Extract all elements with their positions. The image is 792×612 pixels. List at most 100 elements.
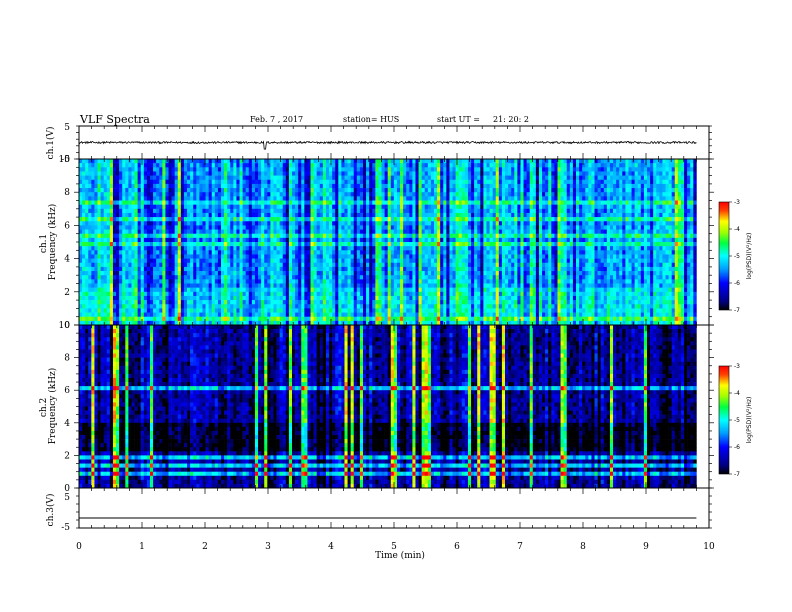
spectrogram-cell [430, 175, 435, 181]
spectrogram-cell [79, 167, 83, 172]
spectrogram-cell [205, 254, 209, 259]
spectrogram-cell [288, 300, 293, 305]
spectrogram-cell [97, 204, 101, 210]
spectrogram-cell [125, 275, 129, 280]
spectrogram-cell [437, 242, 441, 247]
spectrogram-cell [79, 179, 83, 185]
spectrogram-cell [285, 254, 290, 259]
spectrogram-cell [227, 204, 231, 210]
spectrogram-cell [140, 271, 145, 276]
spectrogram-cell [217, 300, 222, 305]
spectrogram-cell [171, 258, 175, 264]
spectrogram-cell [347, 179, 351, 185]
spectrogram-cell [387, 304, 392, 309]
spectrogram-cell [449, 175, 453, 181]
spectrogram-cell [230, 188, 234, 193]
spectrogram-cell [248, 295, 253, 301]
spectrogram-cell [387, 266, 392, 272]
spectrogram-cell [322, 304, 327, 309]
spectrogram-cell [304, 233, 308, 239]
spectrogram-cell [227, 233, 231, 239]
spectrogram-cell [409, 229, 413, 234]
spectrogram-cell [415, 192, 419, 197]
spectrogram-cell [258, 295, 262, 301]
spectrogram-cell [171, 163, 175, 168]
spectrogram-cell [403, 200, 407, 205]
spectrogram-cell [375, 283, 379, 288]
spectrogram-cell [298, 254, 302, 259]
spectrogram-cell [248, 237, 253, 243]
spectrogram-cell [403, 266, 407, 272]
spectrogram-cell [285, 217, 290, 222]
spectrogram-cell [440, 196, 444, 201]
spectrogram-cell [248, 266, 253, 272]
spectrogram-cell [427, 221, 432, 226]
spectrogram-cell [310, 167, 314, 172]
spectrogram-cell [205, 271, 209, 276]
spectrogram-cell [100, 300, 104, 305]
spectrogram-cell [91, 237, 95, 243]
spectrogram-cell [239, 308, 243, 313]
spectrogram-cell [387, 254, 392, 259]
spectrogram-cell [335, 312, 339, 317]
spectrogram-cell [363, 266, 367, 272]
spectrogram-cell [322, 254, 327, 259]
spectrogram-cell [415, 233, 419, 239]
spectrogram-cell [434, 271, 438, 276]
spectrogram-cell [322, 175, 327, 181]
spectrogram-cell [372, 283, 376, 288]
spectrogram-cell [187, 312, 191, 317]
spectrogram-cell [363, 200, 367, 205]
spectrogram-cell [276, 287, 280, 293]
spectrogram-cell [279, 271, 284, 276]
spectrogram-cell [353, 304, 358, 309]
spectrogram-cell [245, 229, 250, 234]
spectrogram-cell [128, 237, 132, 243]
spectrogram-cell [88, 262, 92, 268]
spectrogram-cell [282, 287, 287, 293]
spectrogram-cell [282, 229, 287, 234]
spectrogram-cell [452, 163, 456, 168]
spectrogram-cell [406, 179, 410, 185]
spectrogram-cell [109, 283, 114, 288]
spectrogram-cell [347, 175, 351, 181]
spectrogram-cell [85, 312, 89, 317]
spectrogram-cell [109, 316, 114, 322]
spectrogram-cell [168, 258, 172, 264]
spectrogram-cell [137, 320, 142, 326]
spectrogram-cell [233, 163, 237, 168]
spectrogram-cell [116, 204, 120, 210]
spectrogram-cell [396, 171, 401, 176]
spectrogram-cell [418, 225, 422, 230]
spectrogram-cell [109, 204, 114, 210]
spectrogram-cell [446, 233, 450, 239]
spectrogram-cell [446, 221, 450, 226]
spectrogram-cell [427, 308, 432, 313]
spectrogram-cell [91, 312, 95, 317]
spectrogram-cell [196, 262, 200, 268]
spectrogram-cell [251, 316, 256, 322]
spectrogram-cell [406, 208, 410, 214]
spectrogram-cell [285, 233, 290, 239]
spectrogram-cell [211, 225, 216, 230]
spectrogram-cell [412, 312, 416, 317]
spectrogram-cell [122, 242, 126, 247]
spectrogram-cell [341, 262, 345, 268]
spectrogram-cell [366, 266, 370, 272]
spectrogram-cell [88, 254, 92, 259]
spectrogram-cell [128, 295, 132, 301]
spectrogram-cell [190, 312, 194, 317]
spectrogram-cell [116, 312, 120, 317]
spectrogram-cell [282, 316, 287, 322]
spectrogram-cell [304, 316, 308, 322]
spectrogram-cell [396, 159, 401, 164]
spectrogram-cell [359, 262, 364, 268]
spectrogram-cell [430, 217, 435, 222]
spectrogram-cell [313, 196, 317, 201]
spectrogram-cell [421, 217, 426, 222]
spectrogram-cell [217, 212, 222, 218]
spectrogram-cell [335, 171, 339, 176]
spectrogram-cell [409, 283, 413, 288]
spectrogram-cell [180, 233, 185, 239]
spectrogram-cell [390, 295, 395, 301]
